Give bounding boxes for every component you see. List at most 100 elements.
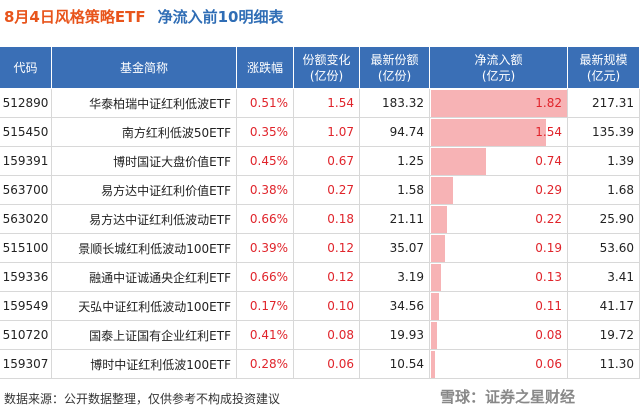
table-cell: 21.11 [360,205,430,234]
table-cell: 南方红利低波50ETF [52,118,237,147]
inflow-bar [431,235,446,262]
header-cell: 涨跌幅 [237,47,294,88]
title: 8月4日风格策略ETF 净流入前10明细表 [4,6,283,27]
table-cell: 0.51% [237,89,294,118]
table-cell: 0.08 [294,321,360,350]
table-cell: 41.17 [568,292,640,321]
header-text: 最新规模 [579,52,628,67]
table-cell: 0.35% [237,118,294,147]
header-cell: 基金简称 [52,47,237,88]
table-cell: 3.41 [568,263,640,292]
table-cell: 19.72 [568,321,640,350]
header-cell: 代码 [0,47,52,88]
table-cell: 10.54 [360,350,430,379]
inflow-bar [431,351,436,378]
table-cell: 183.32 [360,89,430,118]
inflow-bar [431,148,487,175]
inflow-bar [431,177,453,204]
header-text: 净流入额 [474,52,523,67]
header-text: 基金简称 [119,60,168,75]
table-cell: 1.68 [568,176,640,205]
table-cell: 35.07 [360,234,430,263]
table-cell: 0.17% [237,292,294,321]
table-cell: 0.06 [430,350,568,379]
inflow-bar [431,264,441,291]
table-cell: 0.28% [237,350,294,379]
table-cell: 19.93 [360,321,430,350]
footer: 数据来源：公开数据整理，仅供参考不构成投资建议 [4,392,281,406]
header-cell: 份额变化 (亿份) [294,47,360,88]
table-cell: 217.31 [568,89,640,118]
header-cell: 最新份额 (亿份) [360,47,430,88]
header-text: 份额变化 [302,52,351,67]
table-cell: 国泰上证国有企业红利ETF [52,321,237,350]
table-cell: 0.11 [430,292,568,321]
table-cell: 0.22 [430,205,568,234]
table-cell: 1.39 [568,147,640,176]
table-cell: 0.27 [294,176,360,205]
table-cell: 0.13 [430,263,568,292]
title-rest: 净流入前10明细表 [157,8,284,26]
header-text: (亿份) [377,68,412,83]
table-cell: 0.38% [237,176,294,205]
table-cell: 510720 [0,321,52,350]
table-cell: 景顺长城红利低波动100ETF [52,234,237,263]
table-cell: 563700 [0,176,52,205]
table-cell: 0.29 [430,176,568,205]
watermark: 雪球：证券之星财经 [440,388,576,406]
table-cell: 0.67 [294,147,360,176]
table-cell: 易方达中证红利价值ETF [52,176,237,205]
table-cell: 0.10 [294,292,360,321]
header-text: 代码 [13,60,38,75]
table-cell: 0.12 [294,234,360,263]
inflow-bar [431,90,567,117]
inflow-bar [431,322,437,349]
table-cell: 0.66% [237,263,294,292]
table-cell: 0.18 [294,205,360,234]
header-text: 最新份额 [370,52,419,67]
table-cell: 1.82 [430,89,568,118]
table-cell: 3.19 [360,263,430,292]
table-cell: 515450 [0,118,52,147]
table-cell: 0.19 [430,234,568,263]
header-cell: 最新规模 (亿元) [568,47,640,88]
table-cell: 0.12 [294,263,360,292]
table-cell: 融通中证诚通央企红利ETF [52,263,237,292]
table-cell: 11.30 [568,350,640,379]
table-cell: 159336 [0,263,52,292]
table-cell: 博时国证大盘价值ETF [52,147,237,176]
table-cell: 0.66% [237,205,294,234]
table-cell: 53.60 [568,234,640,263]
table-cell: 0.39% [237,234,294,263]
table-cell: 34.56 [360,292,430,321]
table-cell: 0.06 [294,350,360,379]
table-cell: 0.41% [237,321,294,350]
table-cell: 94.74 [360,118,430,147]
header-text: (亿元) [586,68,621,83]
table-cell: 0.74 [430,147,568,176]
table-cell: 563020 [0,205,52,234]
table-cell: 0.45% [237,147,294,176]
table-cell: 159391 [0,147,52,176]
inflow-bar [431,119,547,146]
table-cell: 1.58 [360,176,430,205]
title-date: 8月4日风格策略ETF [4,8,146,26]
table-cell: 159549 [0,292,52,321]
table-cell: 159307 [0,350,52,379]
table-cell: 易方达中证红利低波动ETF [52,205,237,234]
table-cell: 1.54 [294,89,360,118]
header-text: 涨跌幅 [246,60,283,75]
table-cell: 25.90 [568,205,640,234]
table-cell: 512890 [0,89,52,118]
inflow-bar [431,206,448,233]
header-cell: 净流入额 (亿元) [430,47,568,88]
table-cell: 515100 [0,234,52,263]
table-cell: 1.25 [360,147,430,176]
table-cell: 博时中证红利低波100ETF [52,350,237,379]
table-cell: 0.08 [430,321,568,350]
table-cell: 1.07 [294,118,360,147]
header-text: (亿元) [481,68,516,83]
table-cell: 135.39 [568,118,640,147]
table-cell: 1.54 [430,118,568,147]
